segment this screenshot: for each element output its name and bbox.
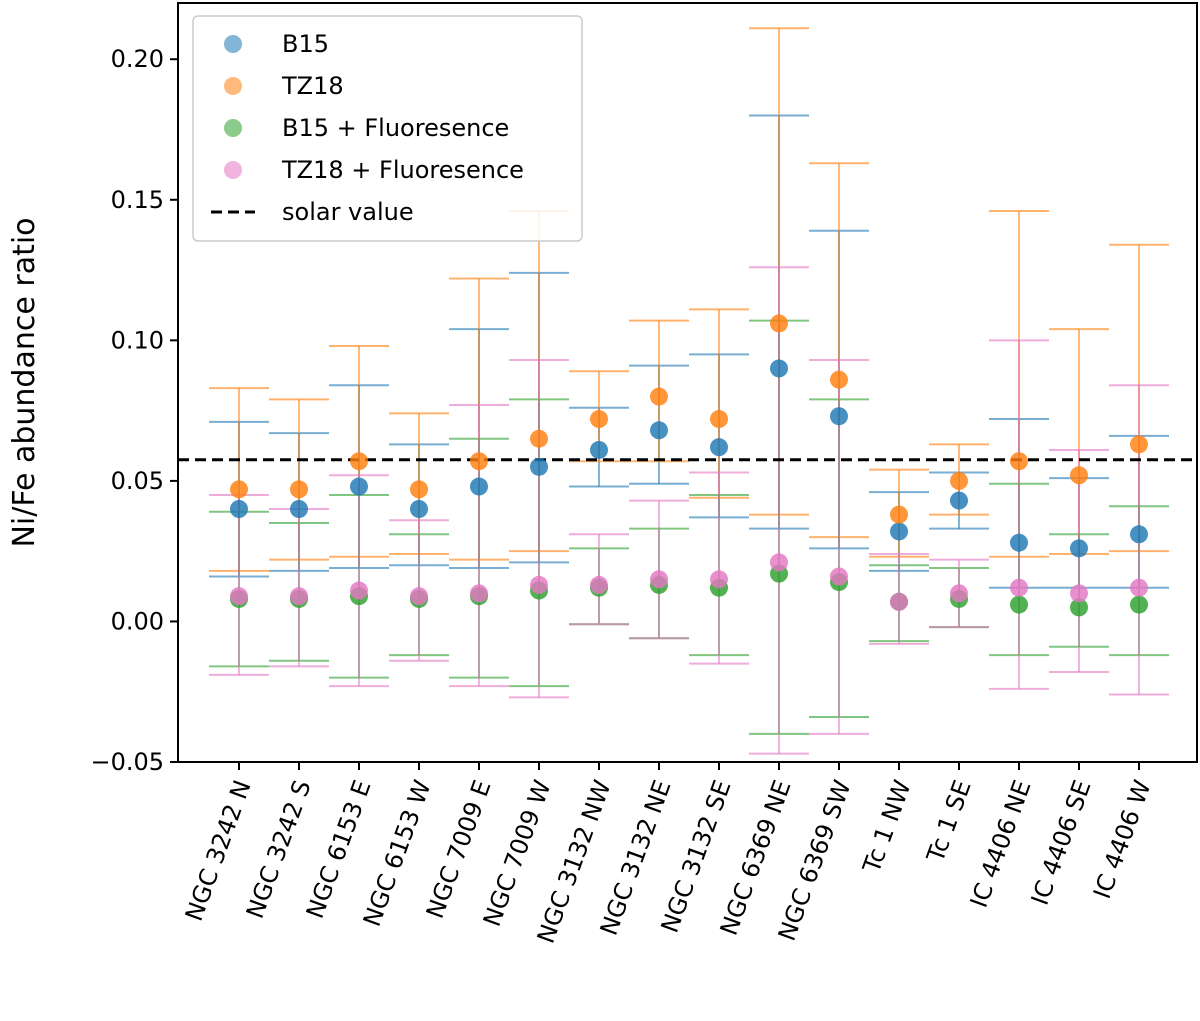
data-point bbox=[650, 570, 668, 589]
data-point bbox=[710, 570, 728, 589]
y-tick-label: 0.10 bbox=[111, 326, 164, 354]
data-point bbox=[470, 452, 488, 471]
data-point bbox=[830, 370, 848, 389]
data-point bbox=[410, 480, 428, 499]
legend-marker bbox=[224, 77, 242, 95]
data-point bbox=[890, 592, 908, 611]
data-point bbox=[1070, 466, 1088, 485]
y-tick-label: 0.05 bbox=[111, 467, 164, 495]
legend: B15 TZ18 B15 + Fluoresence TZ18 + Fluoresen… bbox=[192, 15, 583, 242]
data-point bbox=[230, 480, 248, 499]
data-point bbox=[290, 480, 308, 499]
legend-label: B15 + Fluoresence bbox=[282, 114, 509, 142]
data-point bbox=[650, 421, 668, 440]
data-point bbox=[770, 314, 788, 333]
y-tick-label: 0.15 bbox=[111, 186, 164, 214]
y-tick-label: 0.00 bbox=[111, 607, 164, 635]
data-point bbox=[230, 500, 248, 518]
data-point bbox=[890, 505, 908, 524]
data-point bbox=[290, 587, 308, 606]
legend-label: solar value bbox=[282, 198, 414, 226]
data-point bbox=[1010, 578, 1028, 597]
legend-marker bbox=[224, 35, 242, 53]
x-tick-label: IC 4406 NE bbox=[965, 776, 1037, 911]
data-point bbox=[350, 581, 368, 600]
points-series-0 bbox=[230, 359, 1148, 558]
x-tick-label: Tc 1 SE bbox=[921, 776, 977, 866]
data-point bbox=[650, 387, 668, 406]
errorbars-series-2 bbox=[209, 319, 1169, 735]
x-tick-label: Tc 1 NW bbox=[857, 776, 916, 877]
data-point bbox=[530, 457, 548, 476]
data-point bbox=[290, 500, 308, 518]
data-point bbox=[710, 438, 728, 457]
data-point bbox=[950, 584, 968, 603]
data-point bbox=[1070, 598, 1088, 617]
x-tick-label: IC 4406 W bbox=[1088, 776, 1157, 902]
data-point bbox=[530, 429, 548, 448]
data-point bbox=[410, 500, 428, 518]
data-point bbox=[530, 575, 548, 594]
data-point bbox=[890, 522, 908, 541]
data-point bbox=[590, 410, 608, 429]
data-point bbox=[230, 587, 248, 606]
x-tick-label: IC 4406 SE bbox=[1026, 776, 1097, 908]
points-layer bbox=[230, 314, 1148, 617]
y-tick-label: −0.05 bbox=[90, 748, 164, 776]
data-point bbox=[770, 359, 788, 378]
data-point bbox=[1130, 595, 1148, 614]
points-series-1 bbox=[230, 314, 1148, 524]
points-series-3 bbox=[230, 553, 1148, 611]
errorbars-series-3 bbox=[209, 266, 1169, 755]
plot-frame bbox=[177, 2, 1198, 763]
legend-marker bbox=[224, 161, 242, 179]
legend-label: TZ18 bbox=[281, 72, 344, 100]
data-point bbox=[950, 471, 968, 490]
data-point bbox=[1130, 578, 1148, 597]
data-point bbox=[350, 452, 368, 471]
data-point bbox=[1010, 533, 1028, 552]
data-point bbox=[1130, 435, 1148, 454]
data-point bbox=[770, 553, 788, 572]
data-point bbox=[1010, 595, 1028, 614]
data-point bbox=[1070, 539, 1088, 558]
legend-marker bbox=[224, 119, 242, 137]
legend-box bbox=[192, 15, 583, 242]
data-point bbox=[1130, 525, 1148, 544]
legend-label: TZ18 + Fluoresence bbox=[281, 156, 524, 184]
data-point bbox=[830, 567, 848, 586]
y-tick-label: 0.20 bbox=[111, 45, 164, 73]
data-point bbox=[590, 440, 608, 459]
data-point bbox=[410, 587, 428, 606]
data-point bbox=[830, 407, 848, 426]
data-point bbox=[1010, 452, 1028, 471]
y-axis-title: Ni/Fe abundance ratio bbox=[7, 217, 42, 547]
legend-label: B15 bbox=[282, 30, 329, 58]
data-point bbox=[350, 477, 368, 496]
data-point bbox=[470, 584, 488, 603]
data-point bbox=[470, 477, 488, 496]
data-point bbox=[710, 410, 728, 429]
data-point bbox=[950, 491, 968, 510]
data-point bbox=[1070, 584, 1088, 603]
data-point bbox=[590, 575, 608, 594]
